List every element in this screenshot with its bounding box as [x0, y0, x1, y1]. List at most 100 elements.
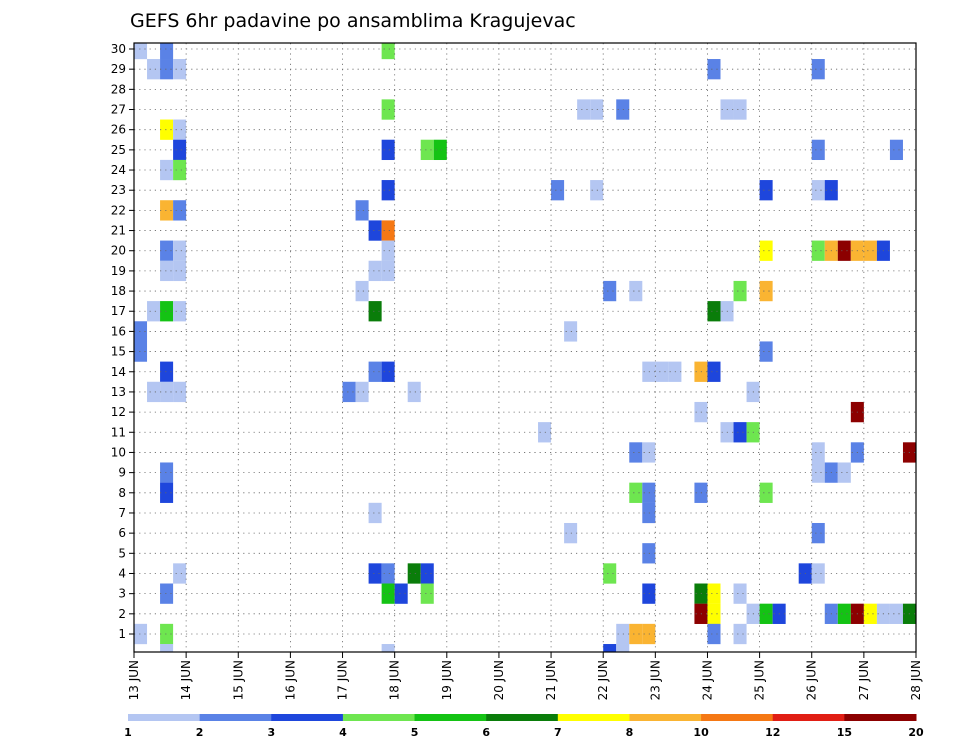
cell-68: [381, 361, 395, 382]
xtick-label-13: 26 JUN: [805, 660, 819, 700]
cell-125: [707, 603, 721, 624]
legend-label-15: 15: [837, 726, 852, 739]
ytick-label-4: 4: [118, 566, 126, 580]
xtick-label-9: 22 JUN: [596, 660, 610, 700]
ytick-label-19: 19: [111, 264, 126, 278]
cell-73: [707, 361, 721, 382]
cell-110: [381, 563, 395, 584]
cell-74: [147, 381, 161, 403]
ytick-label-25: 25: [111, 143, 126, 157]
cell-144: [160, 644, 174, 652]
cell-39: [381, 240, 395, 261]
xtick-label-14: 27 JUN: [857, 660, 871, 700]
cell-138: [160, 623, 174, 645]
cell-77: [342, 381, 356, 403]
legend-swatch-1: [199, 714, 272, 721]
ytick-label-1: 1: [118, 627, 126, 641]
cell-33: [355, 200, 369, 221]
cell-108: [173, 563, 187, 584]
xtick-label-4: 17 JUN: [336, 660, 350, 700]
legend-swatch-9: [772, 714, 845, 721]
cell-127: [759, 603, 773, 624]
cell-15: [160, 119, 174, 140]
ytick-label-11: 11: [111, 425, 126, 439]
cell-8: [811, 59, 825, 80]
legend-label-3: 3: [267, 726, 275, 739]
cell-117: [381, 583, 395, 604]
cell-134: [889, 603, 903, 624]
legend-swatch-8: [701, 714, 774, 721]
cell-130: [837, 603, 851, 624]
cell-16: [173, 119, 187, 140]
ytick-label-16: 16: [111, 324, 126, 338]
cell-119: [420, 583, 434, 604]
cell-58: [173, 301, 187, 322]
ytick-label-5: 5: [118, 546, 126, 560]
cell-47: [160, 260, 174, 282]
cell-118: [394, 583, 408, 604]
cell-52: [603, 280, 617, 302]
cell-56: [147, 301, 161, 322]
cell-106: [811, 522, 825, 544]
xtick-label-5: 18 JUN: [388, 660, 402, 700]
cell-84: [538, 422, 552, 443]
ytick-label-26: 26: [111, 123, 126, 137]
legend-swatch-0: [128, 714, 201, 721]
cell-97: [837, 462, 851, 483]
cell-17: [173, 139, 187, 161]
cell-32: [173, 200, 187, 221]
cell-2: [381, 43, 395, 60]
ytick-label-28: 28: [111, 82, 126, 96]
ytick-label-8: 8: [118, 486, 126, 500]
xtick-label-10: 23 JUN: [648, 660, 662, 700]
xtick-label-12: 25 JUN: [753, 660, 767, 700]
cell-36: [381, 220, 395, 241]
legend-label-4: 4: [339, 726, 347, 739]
cell-0: [134, 43, 148, 60]
cell-63: [564, 321, 578, 342]
cell-64: [134, 341, 148, 362]
cell-86: [733, 422, 747, 443]
cell-105: [564, 522, 578, 544]
cell-147: [616, 644, 630, 652]
xtick-label-11: 24 JUN: [700, 660, 714, 700]
ytick-label-10: 10: [111, 445, 126, 459]
cell-29: [811, 180, 825, 201]
cell-24: [173, 159, 187, 181]
cell-12: [616, 99, 630, 120]
cell-94: [160, 462, 174, 483]
ytick-label-14: 14: [111, 365, 126, 379]
cell-116: [160, 583, 174, 604]
ytick-label-9: 9: [118, 466, 126, 480]
xtick-label-8: 21 JUN: [544, 660, 558, 700]
cell-55: [759, 280, 773, 302]
cell-111: [407, 563, 421, 584]
xtick-label-6: 19 JUN: [440, 660, 454, 700]
ytick-label-15: 15: [111, 345, 126, 359]
xtick-label-15: 28 JUN: [909, 660, 923, 700]
xtick-label-7: 20 JUN: [492, 660, 506, 700]
ytick-label-6: 6: [118, 526, 126, 540]
cell-1: [160, 43, 174, 60]
legend-label-1: 1: [124, 726, 132, 739]
cell-22: [889, 139, 903, 161]
cell-76: [173, 381, 187, 403]
ytick-label-20: 20: [111, 244, 126, 258]
cell-115: [811, 563, 825, 584]
legend-swatch-6: [557, 714, 630, 721]
cell-142: [707, 623, 721, 645]
xtick-label-1: 14 JUN: [179, 660, 193, 700]
cell-123: [733, 583, 747, 604]
cell-40: [759, 240, 773, 261]
legend-swatch-5: [486, 714, 559, 721]
cell-43: [837, 240, 851, 261]
cell-31: [160, 200, 174, 221]
chart-title: GEFS 6hr padavine po ansamblima Kragujev…: [130, 10, 576, 32]
ytick-label-27: 27: [111, 103, 126, 117]
ytick-label-12: 12: [111, 405, 126, 419]
cell-62: [134, 321, 148, 342]
cell-109: [368, 563, 382, 584]
ytick-label-13: 13: [111, 385, 126, 399]
cell-45: [863, 240, 877, 261]
legend-label-7: 7: [554, 726, 562, 739]
